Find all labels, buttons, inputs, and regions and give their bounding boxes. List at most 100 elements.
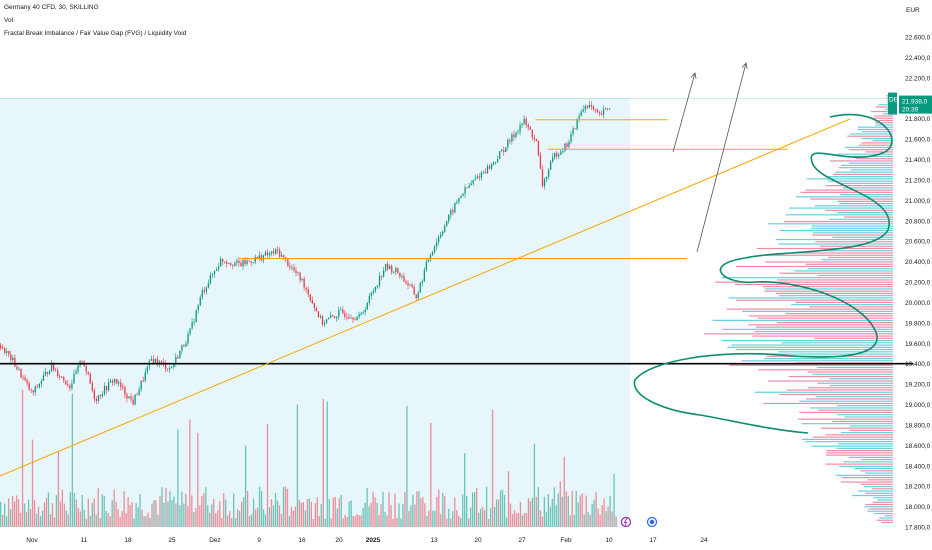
volume-bar bbox=[292, 510, 295, 527]
profile-bar bbox=[735, 348, 893, 351]
volume-bar bbox=[474, 492, 476, 527]
profile-bar bbox=[810, 198, 893, 200]
candle-body bbox=[18, 368, 20, 370]
profile-bar bbox=[837, 200, 893, 202]
profile-bar bbox=[850, 169, 893, 171]
profile-bar bbox=[835, 171, 893, 173]
profile-bar bbox=[844, 146, 893, 149]
volume-bar bbox=[43, 502, 46, 527]
volume-bar bbox=[316, 497, 318, 527]
volume-bar bbox=[63, 503, 66, 527]
candle-body bbox=[499, 151, 501, 159]
candle-body bbox=[195, 309, 197, 322]
lightning-icon[interactable] bbox=[620, 516, 632, 528]
price-axis[interactable]: 17.800,0 18.000,0 18.200,0 18.400,0 18.600,0… bbox=[905, 35, 931, 532]
profile-bar bbox=[840, 432, 893, 434]
volume-bar bbox=[175, 503, 177, 527]
volume-bar bbox=[15, 495, 18, 527]
volume-bar bbox=[364, 502, 366, 527]
profile-bar bbox=[848, 162, 893, 164]
volume-bar bbox=[79, 511, 81, 527]
volume-bar bbox=[346, 517, 348, 527]
candle-body bbox=[248, 260, 250, 262]
profile-bar bbox=[863, 485, 893, 488]
volume-bar bbox=[348, 501, 350, 527]
volume-bar bbox=[250, 514, 253, 527]
profile-bar bbox=[825, 434, 893, 436]
volume-bar bbox=[434, 510, 436, 527]
price-tick-label: 21.600,0 bbox=[905, 137, 931, 144]
volume-bar bbox=[41, 510, 44, 527]
volume-bar bbox=[39, 516, 42, 527]
volume-bar bbox=[254, 509, 257, 527]
volume-bar bbox=[306, 499, 309, 527]
candle-body bbox=[270, 251, 273, 254]
profile-bar bbox=[840, 182, 893, 184]
volume-bar bbox=[452, 511, 454, 527]
price-tick-label: 19.200,0 bbox=[905, 382, 931, 389]
candle-body bbox=[175, 356, 177, 364]
candle-body bbox=[421, 281, 423, 283]
volume-bar bbox=[354, 516, 356, 527]
time-axis[interactable]: Nov 11 18 25 Dez 9 16 20 2025 13 20 27 Feb 10 17 24 bbox=[26, 537, 708, 544]
profile-bar bbox=[715, 281, 893, 283]
volume-bar bbox=[9, 509, 12, 527]
profile-bar bbox=[832, 173, 893, 175]
volume-bar bbox=[531, 497, 534, 527]
candle-body bbox=[460, 195, 462, 198]
candle-body bbox=[77, 365, 79, 372]
candle-body bbox=[130, 396, 132, 400]
profile-bar bbox=[779, 272, 893, 274]
volume-bar bbox=[543, 496, 546, 527]
candle-body bbox=[368, 295, 370, 303]
volume-bar bbox=[183, 503, 185, 527]
candle-body bbox=[230, 263, 232, 265]
volume-bar bbox=[430, 422, 432, 527]
candle-body bbox=[344, 313, 346, 317]
candle-body bbox=[468, 185, 470, 188]
volume-bar bbox=[75, 499, 77, 527]
volume-bar bbox=[181, 491, 183, 527]
candle-body bbox=[342, 309, 344, 314]
candle-body bbox=[576, 118, 578, 130]
candle-body bbox=[332, 315, 334, 317]
volume-indicator-label[interactable]: Vol bbox=[4, 17, 14, 24]
profile-bar bbox=[877, 499, 893, 501]
candle-body bbox=[173, 363, 175, 368]
volume-bar bbox=[541, 516, 544, 527]
candle-body bbox=[81, 360, 83, 362]
volume-bar bbox=[29, 509, 32, 527]
profile-bar bbox=[810, 407, 893, 409]
volume-bar bbox=[340, 495, 342, 527]
volume-bar bbox=[402, 503, 404, 527]
volume-bar bbox=[133, 518, 135, 527]
volume-bar bbox=[591, 503, 593, 527]
volume-bar bbox=[539, 510, 542, 527]
candle-body bbox=[501, 149, 503, 152]
volume-bar bbox=[282, 486, 285, 527]
candle-body bbox=[529, 127, 531, 130]
chart-symbol-title[interactable]: Germany 40 CFD, 30, SKILLING bbox=[4, 4, 99, 11]
fvg-indicator-label[interactable]: Fractal Break Imbalance / Fair Value Gap… bbox=[4, 30, 187, 37]
time-tick-label: 18 bbox=[124, 537, 132, 544]
profile-bar bbox=[881, 521, 893, 524]
candle-body bbox=[448, 214, 450, 222]
volume-bar bbox=[85, 518, 87, 527]
candle-body bbox=[478, 176, 480, 178]
volume-bar bbox=[252, 498, 255, 527]
volume-bar bbox=[135, 503, 137, 527]
candle-body bbox=[236, 260, 238, 264]
profile-bar bbox=[878, 104, 893, 106]
candle-body bbox=[289, 266, 291, 268]
candle-body bbox=[222, 258, 224, 262]
volume-bar bbox=[472, 492, 474, 527]
candle-body bbox=[201, 290, 203, 298]
profile-bar bbox=[765, 288, 893, 290]
profile-bar bbox=[828, 250, 893, 252]
candle-body bbox=[511, 134, 513, 142]
currency-label[interactable]: EUR bbox=[906, 7, 920, 14]
candle-body bbox=[497, 158, 499, 162]
event-markers[interactable] bbox=[620, 516, 658, 528]
candle-body bbox=[590, 105, 593, 107]
